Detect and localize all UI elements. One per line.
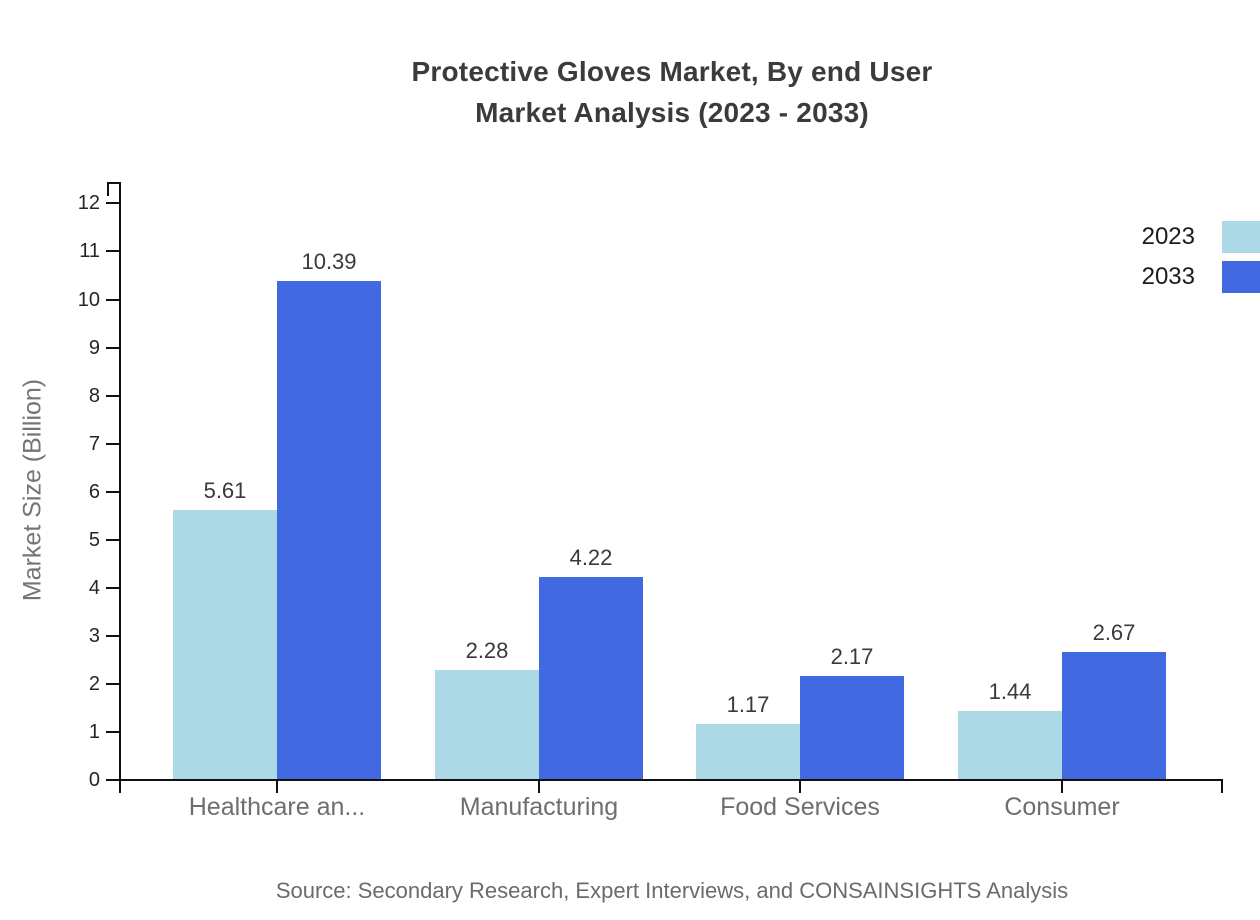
y-tick (106, 395, 119, 397)
y-tick-label: 8 (88, 385, 100, 407)
y-tick (106, 443, 119, 445)
bar-value-label: 2.67 (1092, 620, 1136, 645)
y-tick (106, 347, 119, 349)
y-tick (106, 539, 119, 541)
x-category-label: Consumer (1004, 793, 1120, 821)
x-tick (1061, 781, 1063, 793)
chart-title: Protective Gloves Market, By end User Ma… (120, 51, 1224, 133)
y-axis-top-cap (107, 182, 121, 184)
y-tick (106, 491, 119, 493)
bar-2023 (958, 711, 1062, 780)
bar-2033 (1062, 652, 1166, 780)
y-tick-label: 4 (88, 577, 100, 599)
bar-2023 (173, 510, 277, 780)
y-tick (106, 779, 119, 781)
y-tick-label: 11 (79, 240, 100, 262)
y-tick-label: 2 (88, 673, 100, 695)
x-tick (799, 781, 801, 793)
legend-swatch-2023 (1222, 221, 1260, 253)
chart-title-line2: Market Analysis (2023 - 2033) (475, 97, 869, 128)
y-tick (106, 731, 119, 733)
x-category-label: Food Services (720, 793, 880, 821)
y-tick (106, 683, 119, 685)
bar-value-label: 4.22 (569, 545, 613, 570)
bar-2023 (435, 670, 539, 780)
chart-title-line1: Protective Gloves Market, By end User (411, 56, 933, 87)
bar-value-label: 5.61 (203, 478, 247, 503)
source-note: Source: Secondary Research, Expert Inter… (275, 878, 1069, 903)
y-tick-label: 0 (88, 769, 100, 791)
legend-swatch-2033 (1222, 261, 1260, 293)
y-tick-label: 6 (88, 481, 100, 503)
y-tick-label: 7 (88, 433, 100, 455)
bar-value-label: 1.17 (726, 692, 770, 717)
y-tick-label: 1 (88, 721, 100, 743)
bar-2023 (696, 724, 800, 780)
y-tick (106, 202, 119, 204)
x-category-label: Healthcare an... (188, 793, 366, 821)
y-tick-label: 9 (88, 337, 100, 359)
y-tick-label: 12 (77, 192, 100, 214)
x-axis-outer-tick-left (119, 781, 121, 793)
bar-2033 (277, 281, 381, 780)
bar-value-label: 2.17 (830, 644, 874, 669)
bar-2033 (539, 577, 643, 780)
y-tick (106, 587, 119, 589)
x-category-label: Manufacturing (459, 793, 619, 821)
legend-item-label-2033: 2033 (1141, 263, 1195, 290)
y-tick-label: 10 (77, 289, 100, 311)
y-axis-line (119, 183, 121, 781)
y-axis-top-cap-stub (107, 182, 109, 196)
y-tick-label: 3 (88, 625, 100, 647)
bar-value-label: 2.28 (465, 638, 509, 663)
x-tick (276, 781, 278, 793)
bar-value-label: 10.39 (301, 249, 357, 274)
x-axis-line (119, 779, 1223, 781)
x-axis-outer-tick-right (1221, 781, 1223, 793)
y-tick-label: 5 (88, 529, 100, 551)
bar-value-label: 1.44 (988, 679, 1032, 704)
bar-2033 (800, 676, 904, 780)
x-tick (538, 781, 540, 793)
y-tick (106, 250, 119, 252)
y-tick (106, 635, 119, 637)
legend-item-label-2023: 2023 (1141, 223, 1195, 250)
y-tick (106, 299, 119, 301)
